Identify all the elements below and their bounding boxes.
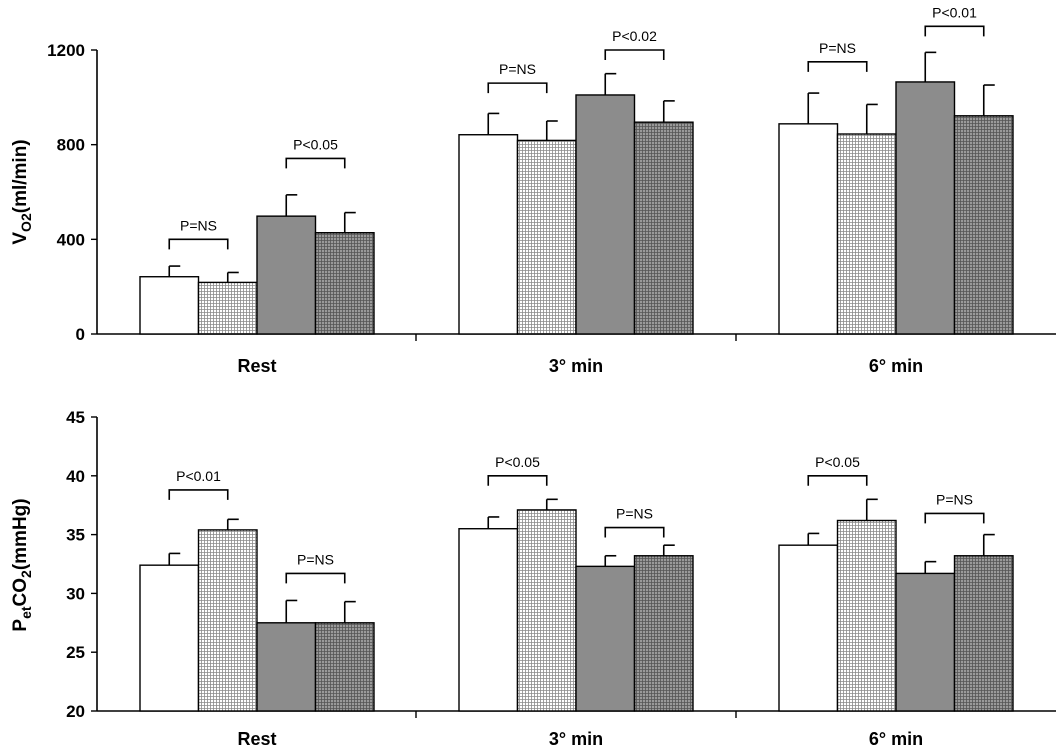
vo2-y-tick-label: 400 — [57, 230, 85, 249]
petco2-significance-bracket — [487, 475, 548, 486]
vo2-y-tick-label: 800 — [57, 136, 85, 155]
vo2-bar — [139, 276, 200, 335]
petco2-significance-bracket — [168, 489, 229, 500]
petco2-significance-label: P=NS — [616, 506, 653, 522]
vo2-bar — [778, 123, 839, 335]
vo2-significance-bracket — [487, 82, 548, 94]
petco2-category-label: 6° min — [869, 729, 923, 748]
vo2-y-tick-label: 1200 — [47, 41, 85, 60]
vo2-significance-bracket — [807, 61, 868, 72]
petco2-ylabel-base: P — [10, 619, 31, 632]
petco2-ylabel-sub: et — [18, 606, 34, 619]
petco2-bar — [256, 622, 317, 712]
petco2-bar — [314, 622, 375, 712]
petco2-significance-bracket — [604, 526, 665, 538]
vo2-significance-label: P=NS — [819, 40, 856, 56]
petco2-significance-label: P<0.01 — [176, 468, 221, 484]
petco2-significance-bracket — [807, 475, 868, 486]
petco2-bar — [139, 564, 200, 712]
petco2-y-tick-label: 45 — [66, 408, 85, 427]
petco2-y-tick-label: 40 — [66, 467, 85, 486]
petco2-bar — [633, 555, 694, 712]
vo2-category-label: Rest — [237, 356, 276, 376]
vo2-bar — [197, 281, 258, 335]
petco2-ylabel-unit: (mmHg) — [10, 498, 31, 570]
petco2-y-tick-label: 30 — [66, 584, 85, 603]
petco2-bar — [895, 572, 956, 712]
vo2-bar — [314, 232, 375, 335]
vo2-ylabel-unit: (ml/min) — [10, 139, 31, 213]
petco2-bar — [953, 555, 1014, 712]
petco2-ylabel-sub2: 2 — [18, 570, 34, 578]
vo2-chart: 0 400 800 1200 Rest 3° min 6° min P=NS P<0.05 P=N… — [47, 4, 1056, 376]
vo2-significance-label: P<0.05 — [293, 136, 338, 152]
petco2-category-label: Rest — [237, 729, 276, 748]
vo2-significance-bracket — [604, 49, 665, 60]
petco2-significance-label: P=NS — [297, 551, 334, 567]
vo2-y-tick-label: 0 — [76, 325, 85, 344]
vo2-bar — [836, 133, 897, 335]
vo2-bar — [458, 134, 519, 335]
vo2-significance-label: P<0.01 — [932, 4, 977, 20]
petco2-y-tick-label: 25 — [66, 643, 85, 662]
vo2-bar — [953, 115, 1014, 335]
petco2-bar — [575, 565, 636, 712]
vo2-y-axis-label: VO2(ml/min) — [10, 139, 34, 244]
petco2-ylabel-base2: CO — [10, 578, 31, 607]
vo2-bar — [256, 215, 317, 335]
vo2-category-label: 6° min — [869, 356, 923, 376]
petco2-significance-bracket — [285, 572, 346, 584]
petco2-bar — [458, 528, 519, 712]
vo2-bar — [516, 139, 577, 335]
petco2-bar — [836, 519, 897, 712]
vo2-significance-label: P=NS — [499, 61, 536, 77]
vo2-significance-label: P=NS — [180, 217, 217, 233]
vo2-significance-bracket — [924, 25, 985, 37]
vo2-category-label: 3° min — [549, 356, 603, 376]
petco2-significance-label: P=NS — [936, 491, 973, 507]
petco2-significance-label: P<0.05 — [495, 454, 540, 470]
petco2-category-label: 3° min — [549, 729, 603, 748]
petco2-bar — [778, 544, 839, 712]
vo2-ylabel-base: V — [10, 232, 31, 245]
petco2-y-tick-label: 20 — [66, 702, 85, 721]
vo2-significance-label: P<0.02 — [612, 28, 657, 44]
vo2-significance-bracket — [285, 157, 346, 169]
petco2-bar — [516, 509, 577, 712]
petco2-y-axis-label: PetCO2(mmHg) — [10, 498, 34, 631]
petco2-chart: 20 25 30 35 40 45 Rest 3° min 6° min P<0.01 P=NS P<… — [66, 408, 1056, 748]
petco2-y-tick-label: 35 — [66, 526, 85, 545]
vo2-ylabel-sub: O2 — [18, 213, 34, 232]
vo2-significance-bracket — [168, 238, 229, 250]
petco2-significance-label: P<0.05 — [815, 454, 860, 470]
vo2-bar — [575, 94, 636, 335]
vo2-bar — [895, 81, 956, 335]
petco2-significance-bracket — [924, 512, 985, 524]
petco2-bar — [197, 529, 258, 712]
vo2-bar — [633, 121, 694, 335]
